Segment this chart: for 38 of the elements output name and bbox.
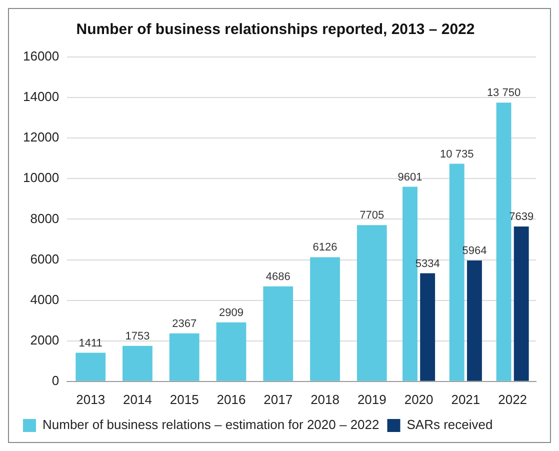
- x-tick-label: 2018: [310, 392, 340, 407]
- data-label: 2367: [172, 318, 197, 330]
- data-label: 10 735: [440, 148, 474, 160]
- bar: [420, 273, 436, 381]
- data-label: 7705: [360, 210, 384, 222]
- legend-label: SARs received: [406, 417, 493, 432]
- y-tick-label: 12000: [22, 130, 60, 145]
- x-tick-label: 2014: [123, 392, 152, 407]
- data-label: 9601: [398, 171, 422, 184]
- data-label: 1753: [125, 330, 150, 342]
- bar: [76, 352, 106, 381]
- x-tick-label: 2022: [498, 392, 528, 407]
- x-tick-label: 2015: [170, 392, 199, 407]
- data-label: 13 750: [486, 87, 521, 100]
- bar: [122, 346, 152, 381]
- y-tick-label: 6000: [30, 251, 60, 266]
- x-tick-label: 2019: [357, 392, 386, 407]
- y-tick-label: 14000: [22, 89, 60, 104]
- data-label: 6126: [312, 242, 338, 254]
- x-tick-label: 2013: [76, 392, 106, 407]
- x-tick-label: 2016: [216, 392, 246, 407]
- x-tick-label: 2020: [404, 392, 434, 407]
- data-label: 1411: [78, 337, 102, 350]
- x-tick-label: 2021: [451, 392, 480, 407]
- y-tick-label: 4000: [30, 292, 60, 307]
- y-tick-label: 2000: [30, 332, 60, 348]
- bar: [514, 226, 529, 381]
- bar: [169, 333, 200, 381]
- legend-label: Number of business relations – estimation for 2020 – 2022: [42, 417, 380, 432]
- data-label: 4686: [266, 270, 290, 283]
- y-tick-label: 0: [52, 372, 60, 388]
- data-label: 2909: [219, 306, 244, 319]
- y-tick-label: 8000: [30, 210, 60, 226]
- bar: [466, 260, 482, 381]
- y-tick-label: 10000: [22, 170, 60, 186]
- x-tick-label: 2017: [264, 392, 293, 407]
- chart-title: Number of business relationships reported, 2013 – 2022: [76, 21, 475, 38]
- y-tick-label: 16000: [22, 48, 60, 64]
